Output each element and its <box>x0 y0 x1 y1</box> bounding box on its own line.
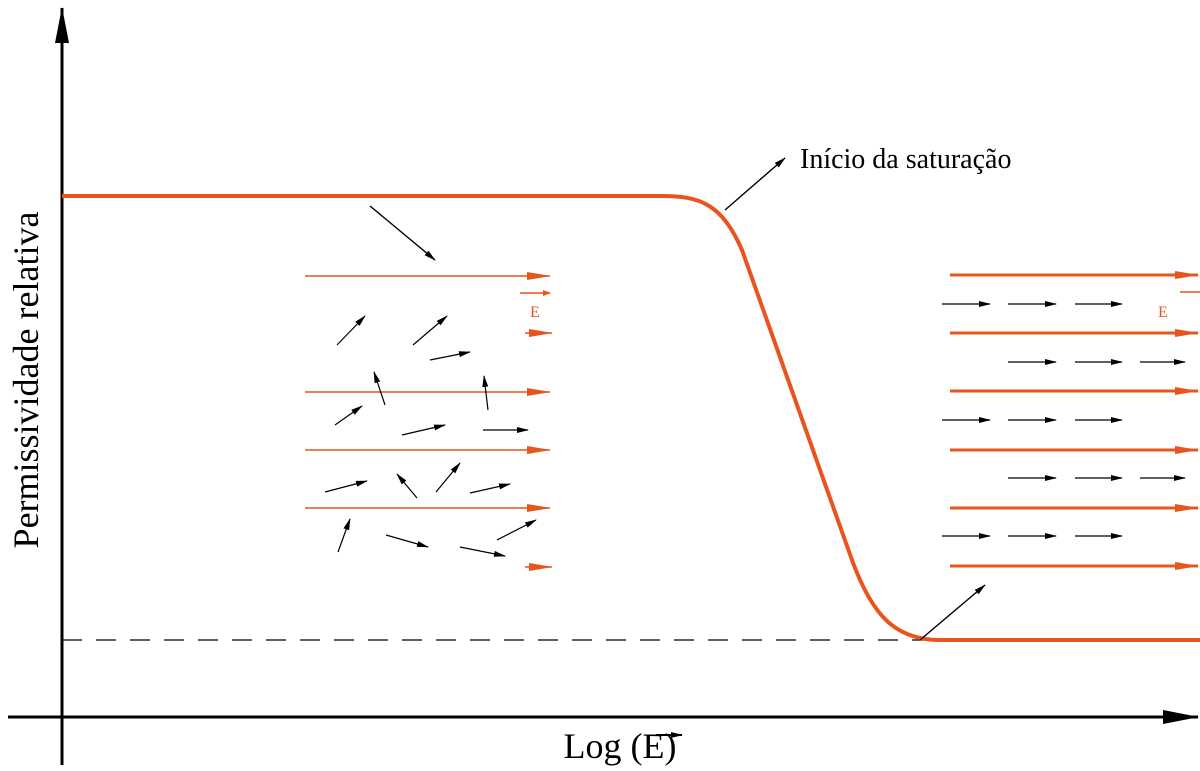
axes <box>8 7 1199 765</box>
random-dipoles: E <box>305 272 553 571</box>
annotation: Início da saturação <box>800 144 1011 175</box>
field-label: E <box>1158 304 1168 321</box>
y-axis-label: Permissividade relativa <box>6 212 46 549</box>
field-label: E <box>530 304 540 321</box>
aligned-dipoles: E <box>942 271 1200 570</box>
x-axis-label: Log (E) <box>564 726 677 766</box>
permittivity-curve <box>62 194 1200 642</box>
pointer-arrows <box>369 157 986 641</box>
